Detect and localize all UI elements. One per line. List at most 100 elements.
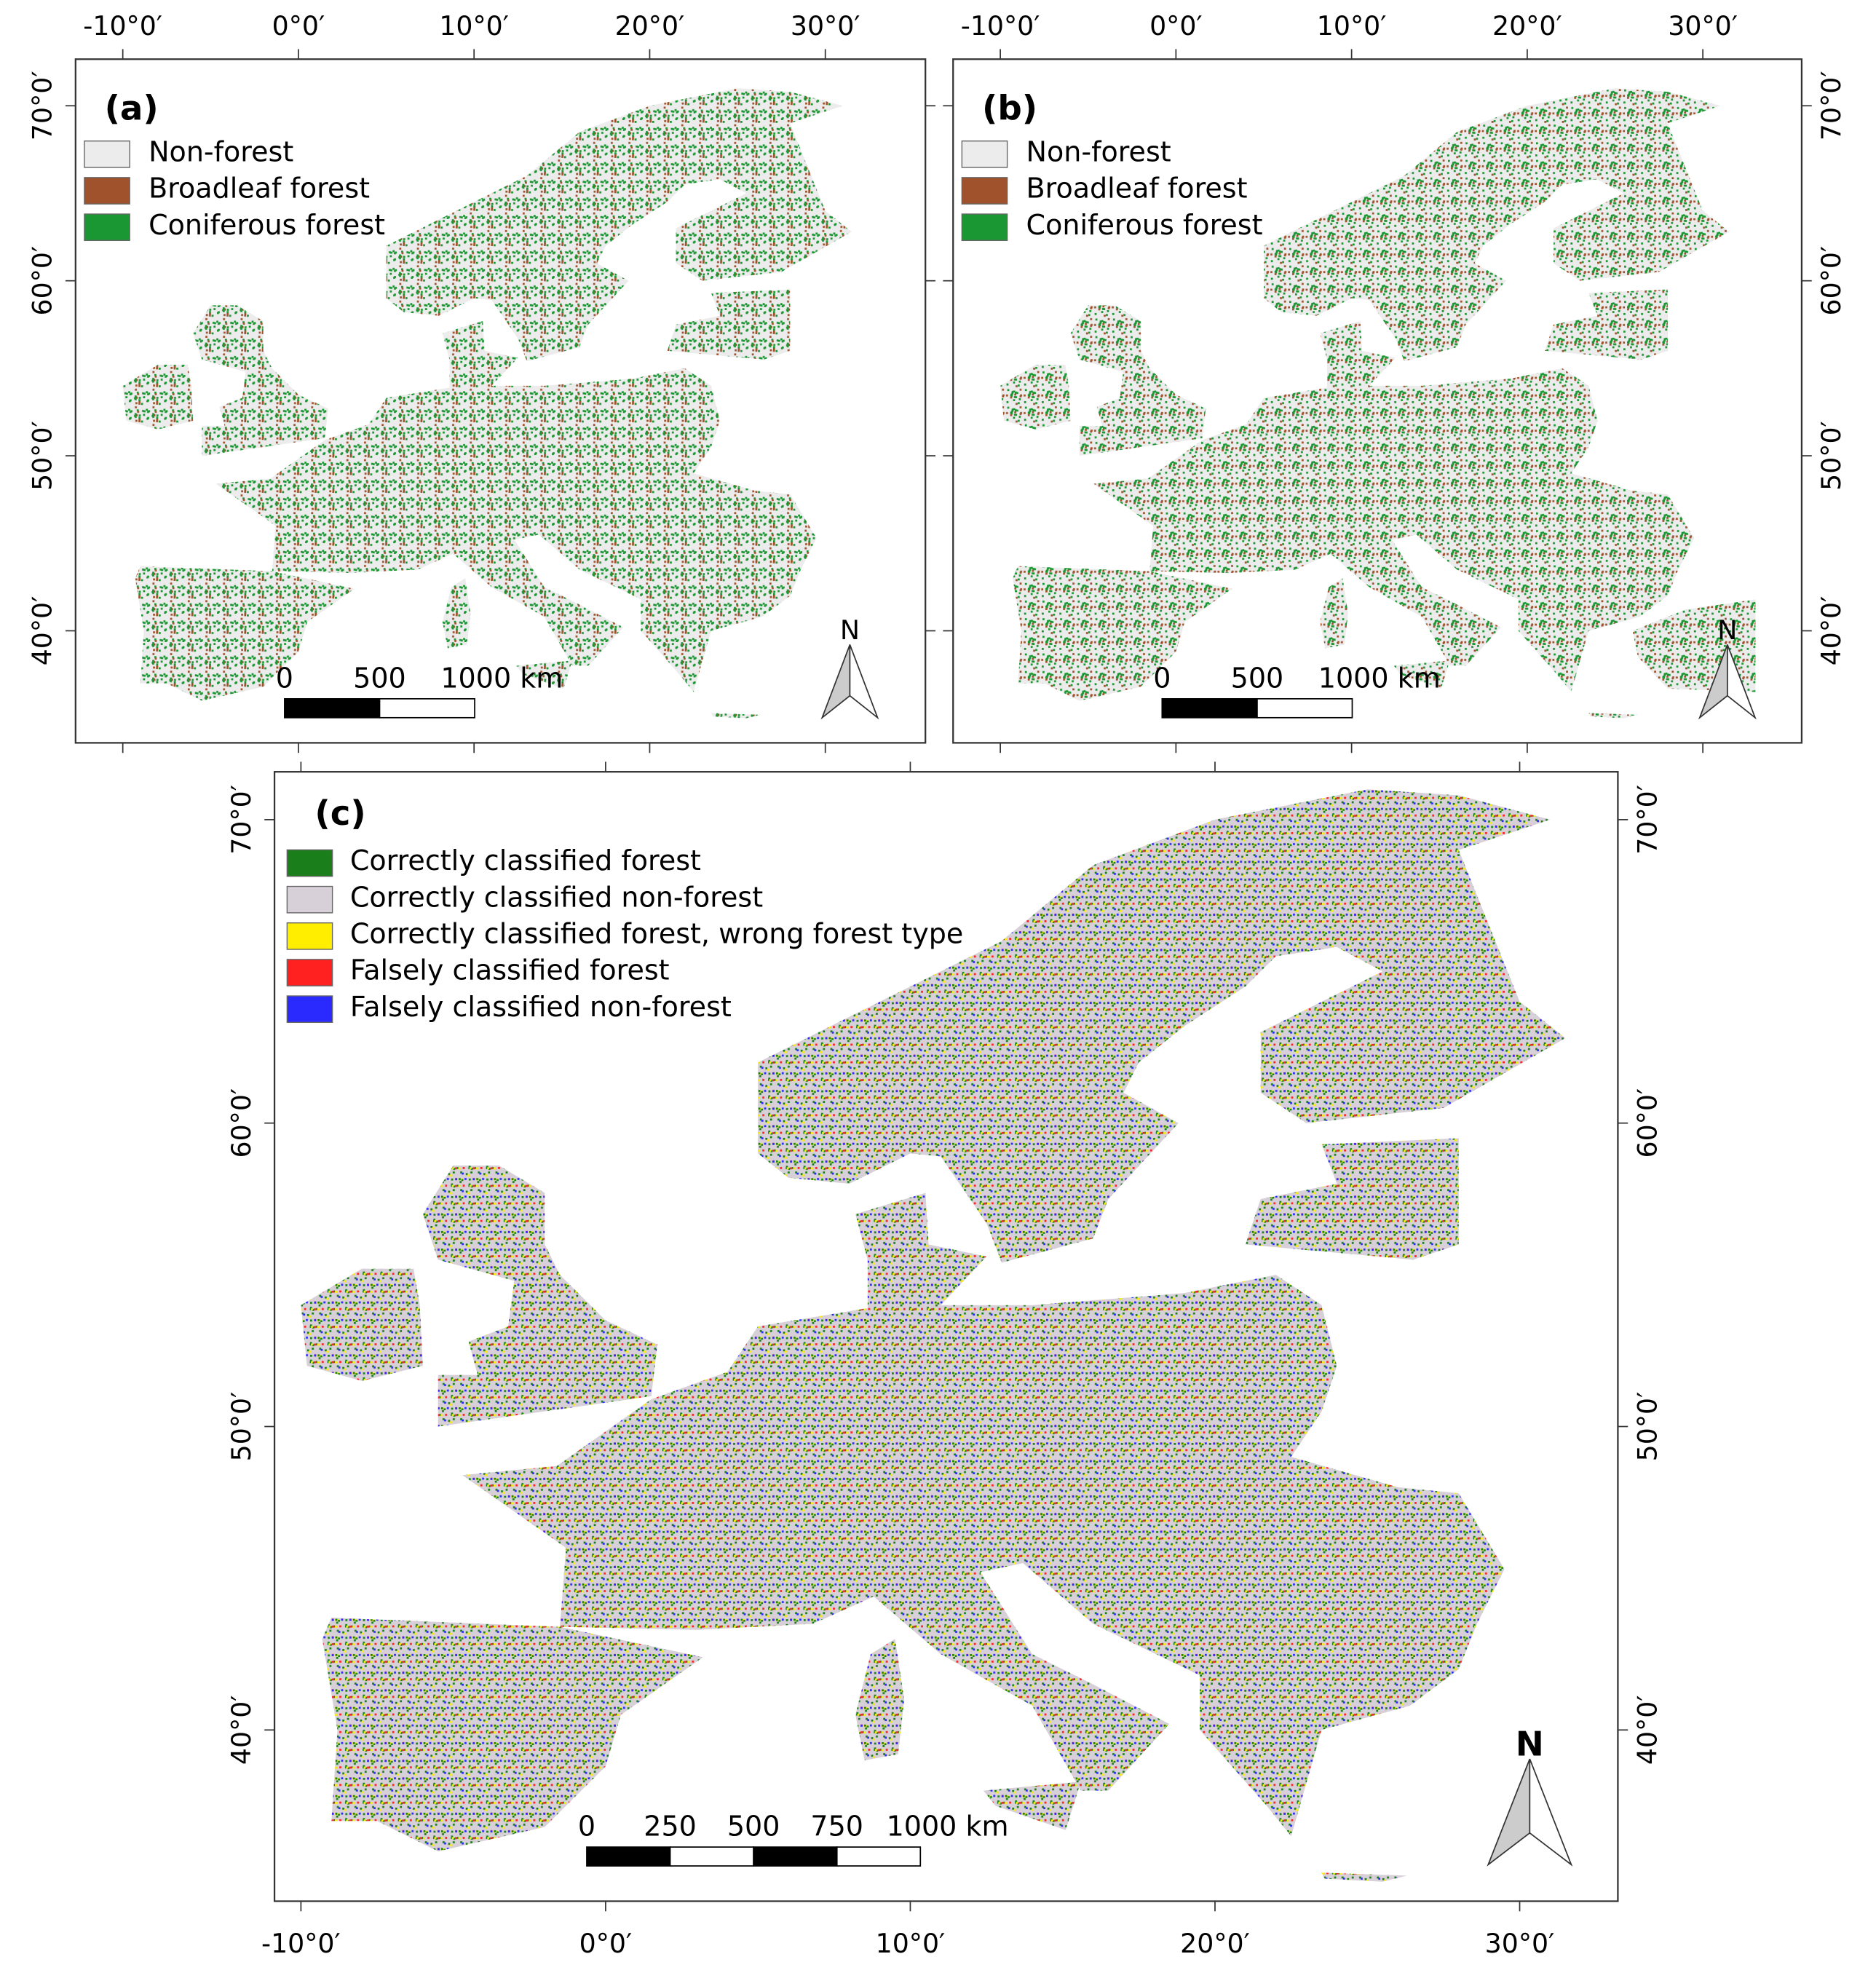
land-area xyxy=(1588,713,1638,719)
x-tick-label: 30°0′ xyxy=(791,10,860,41)
land-area xyxy=(301,1268,423,1381)
scale-label: 1000 km xyxy=(440,662,563,694)
legend-swatch xyxy=(286,885,333,914)
land-area xyxy=(462,1192,1505,1837)
scale-segment xyxy=(284,697,381,719)
land-area xyxy=(1264,88,1730,362)
x-tick-label: -10°0′ xyxy=(83,10,162,41)
legend-label: Non-forest xyxy=(1026,135,1171,167)
y-tick-label: 50°0′ xyxy=(226,1392,257,1462)
y-tick-label: 40°0′ xyxy=(27,596,58,666)
land-area xyxy=(135,566,355,701)
legend-label: Correctly classified forest, wrong fores… xyxy=(350,917,963,949)
legend-swatch xyxy=(84,141,130,168)
legend-label: Coniferous forest xyxy=(149,209,385,241)
scale-segment xyxy=(753,1846,838,1867)
x-tick-label: 0°0′ xyxy=(579,1928,633,1959)
land-area xyxy=(1013,566,1232,701)
legend-label: Non-forest xyxy=(149,135,293,167)
map-panel: -10°0′ 0°0′ 10°0′ 20°0′ 30°0′ 70°0′ 60°0′ 50°0′… xyxy=(27,10,936,753)
legend-swatch xyxy=(286,995,333,1024)
land-area xyxy=(983,1781,1081,1830)
legend-swatch xyxy=(961,177,1008,205)
legend-label: Correctly classified forest xyxy=(350,844,701,877)
x-tick-label: 0°0′ xyxy=(1149,10,1203,41)
north-arrow-right xyxy=(1529,1758,1573,1867)
land-area xyxy=(1245,1138,1459,1260)
legend-swatch xyxy=(286,922,333,950)
y-tick-label: 70°0′ xyxy=(1816,71,1847,141)
land-area xyxy=(1545,289,1668,360)
scale-label: 0 xyxy=(1153,662,1171,694)
land-area xyxy=(322,1618,703,1852)
legend-swatch xyxy=(286,959,333,986)
land xyxy=(301,789,1566,1882)
scale-label: 1000 km xyxy=(887,1811,1009,1843)
y-tick-label: 40°0′ xyxy=(1816,596,1847,666)
north-label: N xyxy=(1516,1725,1544,1764)
legend-label: Coniferous forest xyxy=(1026,209,1263,241)
x-tick-label: 10°0′ xyxy=(1317,10,1387,41)
x-tick-label: 30°0′ xyxy=(1668,10,1738,41)
y-tick-label: 60°0′ xyxy=(1816,246,1847,316)
map-panel: -10°0′ 0°0′ 10°0′ 20°0′ 30°0′ 70°0′ 60°0′ 50°0′… xyxy=(943,10,1847,753)
x-tick-label: 30°0′ xyxy=(1485,1928,1555,1959)
legend-swatch xyxy=(286,849,333,877)
north-arrow-left xyxy=(1487,1758,1531,1867)
x-tick-label: 10°0′ xyxy=(876,1928,946,1959)
land-area xyxy=(1070,305,1206,456)
legend-label: Falsely classified non-forest xyxy=(350,991,732,1023)
x-tick-label: -10°0′ xyxy=(961,10,1040,41)
x-tick-label: 20°0′ xyxy=(1180,1928,1250,1959)
scale-label: 750 xyxy=(810,1811,863,1843)
land-area xyxy=(1393,660,1450,689)
north-arrow-right xyxy=(1727,644,1757,720)
y-tick-label: 50°0′ xyxy=(27,421,58,491)
land-area xyxy=(122,365,194,430)
land xyxy=(122,88,852,719)
x-tick-label: 10°0′ xyxy=(439,10,509,41)
land-area xyxy=(758,789,1566,1263)
y-tick-label: 70°0′ xyxy=(1632,785,1663,855)
scale-label: 500 xyxy=(353,662,406,694)
north-arrow-left xyxy=(820,644,851,720)
x-tick-label: 20°0′ xyxy=(615,10,685,41)
legend-swatch xyxy=(961,213,1008,242)
land-area xyxy=(516,660,573,689)
land-area xyxy=(422,1165,658,1427)
y-tick-label: 60°0′ xyxy=(27,246,58,316)
land-area xyxy=(1320,578,1348,649)
panel-label: (b) xyxy=(982,90,1037,129)
scale-label: 250 xyxy=(644,1811,697,1843)
land-area xyxy=(215,321,817,692)
scale-segment xyxy=(1256,697,1353,719)
scale-segment xyxy=(379,697,475,719)
x-tick-label: -10°0′ xyxy=(261,1928,341,1959)
scale-label: 500 xyxy=(1231,662,1284,694)
north-arrow-right xyxy=(849,644,879,720)
land-area xyxy=(386,88,852,362)
legend-label: Falsely classified forest xyxy=(350,954,670,986)
map-frame xyxy=(273,771,1619,1902)
legend-swatch xyxy=(84,177,130,205)
scale-segment xyxy=(669,1846,754,1867)
y-tick-label: 40°0′ xyxy=(226,1695,257,1765)
land-area xyxy=(1093,321,1695,692)
land-area xyxy=(1000,365,1071,430)
y-tick-label: 50°0′ xyxy=(1632,1392,1663,1462)
land-area xyxy=(193,305,328,456)
legend-label: Correctly classified non-forest xyxy=(350,881,763,913)
legend-label: Broadleaf forest xyxy=(149,173,370,205)
legend-swatch xyxy=(961,141,1008,168)
north-label: N xyxy=(1717,614,1737,646)
legend-swatch xyxy=(84,213,130,242)
y-tick-label: 60°0′ xyxy=(226,1088,257,1158)
scale-segment xyxy=(586,1846,671,1867)
land-area xyxy=(667,289,791,360)
land-area xyxy=(1321,1872,1407,1882)
panel-label: (c) xyxy=(314,794,365,834)
y-tick-label: 40°0′ xyxy=(1632,1695,1663,1765)
land-area xyxy=(855,1639,905,1760)
y-tick-label: 70°0′ xyxy=(226,785,257,855)
